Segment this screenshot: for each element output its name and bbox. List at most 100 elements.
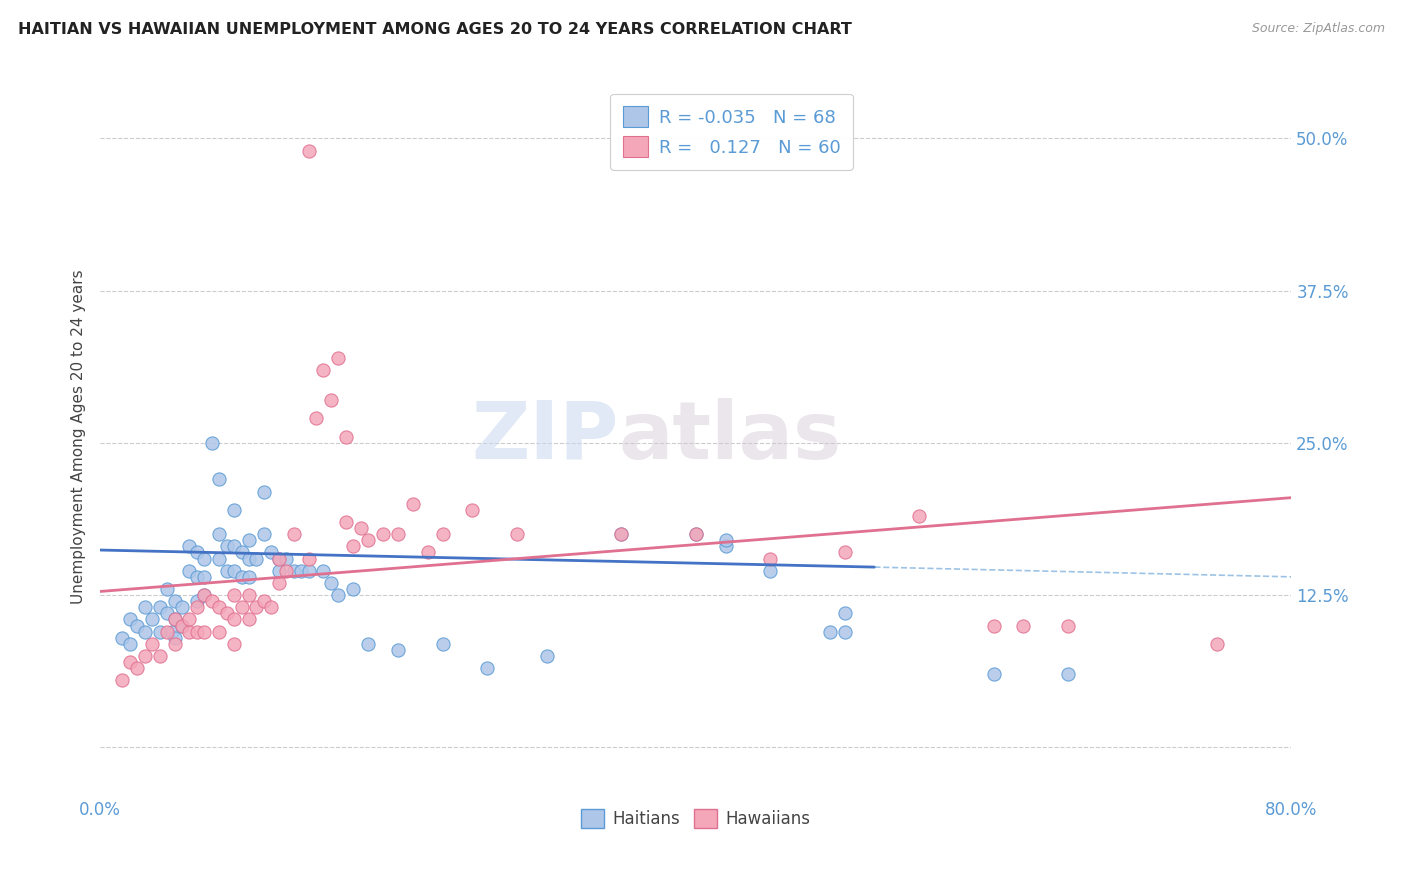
- Point: [432, 637, 454, 651]
- Point: [245, 600, 267, 615]
- Point: [238, 570, 260, 584]
- Point: [193, 551, 215, 566]
- Point: [118, 637, 141, 651]
- Point: [342, 540, 364, 554]
- Point: [215, 564, 238, 578]
- Point: [238, 588, 260, 602]
- Text: ZIP: ZIP: [471, 398, 619, 475]
- Point: [983, 667, 1005, 681]
- Point: [685, 527, 707, 541]
- Point: [759, 551, 782, 566]
- Point: [267, 564, 290, 578]
- Point: [179, 540, 201, 554]
- Point: [610, 527, 633, 541]
- Point: [402, 497, 425, 511]
- Text: HAITIAN VS HAWAIIAN UNEMPLOYMENT AMONG AGES 20 TO 24 YEARS CORRELATION CHART: HAITIAN VS HAWAIIAN UNEMPLOYMENT AMONG A…: [18, 22, 852, 37]
- Point: [156, 582, 179, 596]
- Point: [224, 637, 246, 651]
- Point: [371, 527, 394, 541]
- Point: [127, 618, 149, 632]
- Point: [283, 527, 305, 541]
- Point: [461, 503, 484, 517]
- Point: [328, 351, 350, 365]
- Point: [328, 588, 350, 602]
- Point: [357, 637, 380, 651]
- Point: [170, 618, 193, 632]
- Point: [224, 564, 246, 578]
- Point: [253, 527, 276, 541]
- Point: [193, 588, 215, 602]
- Point: [231, 545, 253, 559]
- Point: [160, 624, 183, 639]
- Point: [297, 551, 319, 566]
- Point: [186, 600, 208, 615]
- Point: [156, 607, 179, 621]
- Point: [260, 545, 283, 559]
- Point: [208, 600, 231, 615]
- Point: [834, 545, 856, 559]
- Point: [208, 527, 231, 541]
- Y-axis label: Unemployment Among Ages 20 to 24 years: Unemployment Among Ages 20 to 24 years: [72, 269, 86, 604]
- Point: [118, 655, 141, 669]
- Point: [297, 564, 319, 578]
- Point: [118, 612, 141, 626]
- Point: [283, 564, 305, 578]
- Point: [224, 503, 246, 517]
- Point: [231, 600, 253, 615]
- Point: [477, 661, 499, 675]
- Point: [416, 545, 439, 559]
- Point: [432, 527, 454, 541]
- Point: [267, 576, 290, 591]
- Point: [290, 564, 312, 578]
- Point: [335, 515, 357, 529]
- Point: [319, 576, 342, 591]
- Point: [163, 612, 186, 626]
- Point: [134, 600, 156, 615]
- Point: [1057, 618, 1080, 632]
- Point: [260, 600, 283, 615]
- Point: [276, 551, 298, 566]
- Point: [342, 582, 364, 596]
- Point: [134, 648, 156, 663]
- Point: [267, 551, 290, 566]
- Point: [983, 618, 1005, 632]
- Point: [312, 564, 335, 578]
- Point: [170, 600, 193, 615]
- Point: [163, 637, 186, 651]
- Point: [908, 508, 931, 523]
- Point: [179, 624, 201, 639]
- Point: [714, 533, 737, 548]
- Point: [111, 673, 134, 688]
- Point: [156, 624, 179, 639]
- Point: [193, 588, 215, 602]
- Point: [215, 607, 238, 621]
- Point: [1012, 618, 1035, 632]
- Point: [305, 411, 328, 425]
- Point: [253, 594, 276, 608]
- Point: [387, 643, 409, 657]
- Point: [186, 545, 208, 559]
- Point: [208, 472, 231, 486]
- Point: [224, 612, 246, 626]
- Point: [224, 588, 246, 602]
- Point: [186, 594, 208, 608]
- Point: [186, 624, 208, 639]
- Point: [1057, 667, 1080, 681]
- Point: [163, 594, 186, 608]
- Point: [297, 144, 319, 158]
- Point: [818, 624, 841, 639]
- Point: [319, 393, 342, 408]
- Point: [149, 624, 172, 639]
- Text: atlas: atlas: [619, 398, 841, 475]
- Point: [215, 540, 238, 554]
- Point: [193, 624, 215, 639]
- Point: [350, 521, 373, 535]
- Point: [224, 540, 246, 554]
- Point: [357, 533, 380, 548]
- Point: [312, 363, 335, 377]
- Point: [193, 570, 215, 584]
- Point: [127, 661, 149, 675]
- Point: [179, 564, 201, 578]
- Point: [253, 484, 276, 499]
- Point: [201, 594, 224, 608]
